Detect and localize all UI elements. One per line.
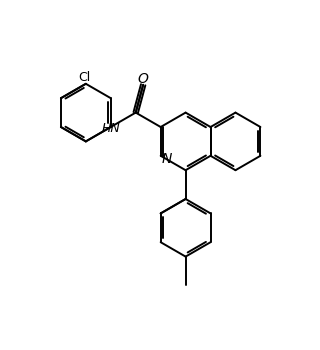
Text: O: O	[138, 72, 148, 86]
Text: N: N	[161, 152, 172, 166]
Text: HN: HN	[101, 122, 120, 135]
Text: Cl: Cl	[78, 71, 90, 84]
